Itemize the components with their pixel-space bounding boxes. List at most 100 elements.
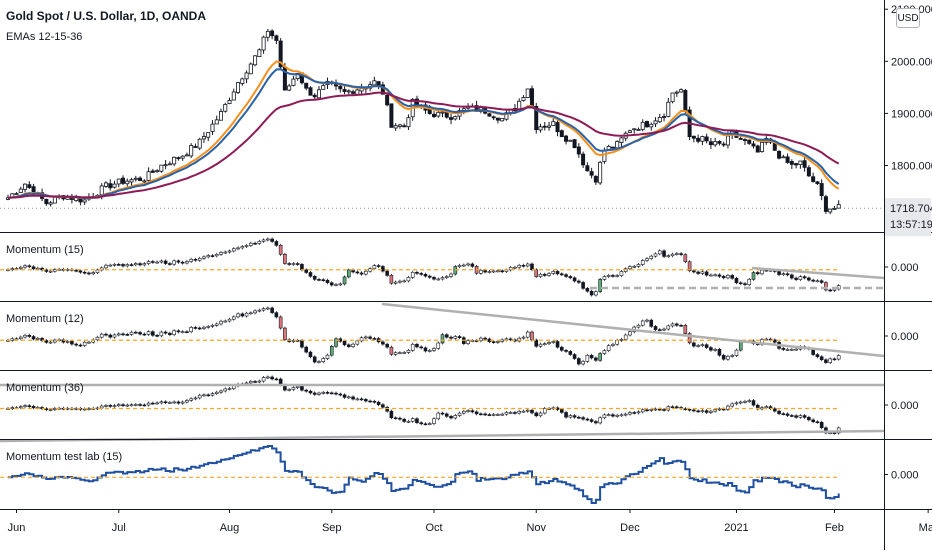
momentum-body	[491, 414, 496, 416]
momentum-body	[785, 413, 790, 416]
candle-body	[172, 156, 177, 165]
momentum-body	[355, 398, 360, 401]
trendline-mom12	[381, 302, 885, 358]
momentum-body	[223, 251, 228, 254]
candle-body	[112, 183, 117, 188]
momentum-body	[121, 404, 125, 406]
momentum-body	[517, 337, 522, 342]
momentum-body	[713, 349, 717, 351]
candle-body	[52, 196, 57, 204]
momentum-body	[670, 323, 675, 327]
momentum-body	[542, 273, 547, 276]
momentum-body	[585, 355, 590, 362]
momentum-body	[709, 410, 713, 413]
momentum-body	[44, 408, 49, 411]
momentum-body	[743, 283, 747, 285]
momentum-body	[572, 277, 577, 282]
candle-body	[406, 117, 411, 128]
momentum-body	[824, 427, 828, 434]
momentum-body	[640, 320, 645, 326]
candle-body	[525, 88, 530, 98]
candle-body	[342, 89, 347, 92]
momentum-body	[364, 399, 368, 402]
momentum-body	[48, 409, 53, 411]
momentum-body	[321, 279, 326, 281]
momentum-body	[743, 401, 747, 403]
momentum-body	[487, 414, 492, 416]
momentum-body	[172, 260, 176, 265]
candle-body	[240, 78, 245, 84]
candle-body	[559, 130, 564, 138]
momentum-body	[249, 312, 253, 315]
ema-line-36	[7, 91, 840, 199]
candle-body	[142, 180, 147, 183]
candle-body	[742, 139, 747, 141]
momentum-body	[598, 279, 602, 293]
momentum-body	[440, 334, 445, 344]
momentum-body	[108, 264, 113, 267]
momentum-body	[274, 312, 279, 318]
candle-body	[103, 182, 108, 187]
momentum-body	[525, 263, 530, 267]
candle-body	[321, 85, 326, 90]
momentum-body	[338, 393, 343, 396]
momentum-body	[334, 392, 338, 395]
momentum-body	[193, 397, 198, 400]
momentum-body	[649, 319, 654, 327]
candle-body	[649, 123, 654, 128]
price-tick-label: 1800.000	[891, 160, 932, 172]
candle-body	[402, 125, 407, 128]
momentum-body	[291, 340, 296, 342]
momentum-body	[683, 408, 688, 410]
momentum-body	[202, 394, 206, 397]
momentum-body	[104, 264, 108, 269]
momentum-body	[214, 254, 219, 257]
momentum-body	[832, 358, 837, 361]
candle-body	[798, 160, 803, 166]
momentum-body	[402, 280, 406, 283]
momentum-body	[675, 323, 679, 326]
momentum-body	[185, 261, 189, 264]
momentum-body	[530, 263, 534, 271]
momentum-body	[594, 357, 598, 361]
momentum-body	[449, 336, 453, 339]
momentum-body	[364, 336, 368, 339]
momentum-body	[491, 341, 496, 343]
momentum-body	[819, 356, 824, 361]
momentum-body	[99, 405, 104, 409]
momentum-body	[525, 409, 530, 412]
momentum-body	[87, 272, 91, 275]
momentum-body	[210, 325, 215, 327]
candle-body	[253, 55, 258, 66]
momentum-body	[794, 277, 798, 280]
momentum-body	[483, 337, 487, 340]
momentum-body	[679, 253, 683, 255]
momentum-body	[261, 239, 266, 242]
momentum-body	[112, 264, 117, 266]
momentum-body	[91, 272, 95, 275]
momentum-body	[342, 341, 347, 346]
momentum-body	[500, 413, 504, 416]
momentum-body	[619, 339, 624, 341]
momentum-body	[151, 402, 155, 405]
momentum-body	[346, 269, 351, 278]
time-tick-label: Sep	[322, 522, 342, 534]
momentum-body	[266, 238, 270, 241]
momentum-body	[534, 412, 539, 417]
momentum-body	[342, 394, 347, 398]
momentum-body	[504, 412, 509, 415]
momentum-body	[649, 255, 654, 259]
momentum-body	[696, 345, 700, 347]
candle-body	[308, 87, 313, 96]
currency-button[interactable]: USD	[896, 8, 920, 28]
momentum-body	[372, 400, 377, 403]
momentum-body	[551, 271, 556, 274]
momentum-body	[23, 265, 27, 268]
momentum-body	[278, 245, 283, 255]
momentum-body	[406, 420, 411, 423]
momentum-body	[23, 405, 27, 408]
momentum-body	[308, 272, 313, 277]
momentum-body	[283, 254, 287, 264]
time-tick-label: Jul	[112, 522, 126, 534]
